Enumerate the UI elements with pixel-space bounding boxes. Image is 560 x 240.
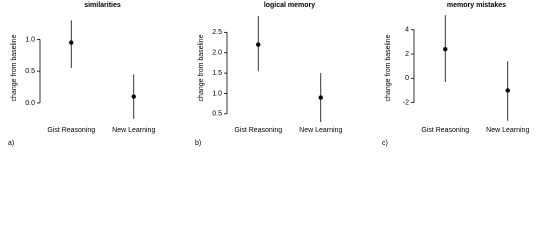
y-tick-label: 0.0 bbox=[25, 100, 35, 107]
y-axis-label: change from baseline bbox=[198, 34, 205, 101]
y-tick-label: 1.0 bbox=[25, 36, 35, 43]
x-tick-label: New Learning bbox=[486, 127, 529, 134]
y-tick-label: 0 bbox=[405, 75, 409, 82]
chart-title: logical memory bbox=[264, 2, 315, 9]
point bbox=[69, 40, 74, 45]
panel-label: c) bbox=[382, 140, 388, 147]
y-tick-label: 4 bbox=[405, 27, 409, 34]
y-axis-label: change from baseline bbox=[11, 34, 18, 101]
x-tick-label: New Learning bbox=[299, 127, 342, 134]
chart: similarities change from baseline a) 0.0 0.5… bbox=[8, 2, 529, 147]
y-tick-label: -2 bbox=[403, 99, 409, 106]
y-tick-label: 0.5 bbox=[212, 111, 222, 118]
point bbox=[256, 42, 261, 47]
x-tick-label: Gist Reasoning bbox=[421, 127, 469, 134]
point bbox=[131, 94, 136, 99]
panel-label: a) bbox=[8, 140, 14, 147]
y-axis-label: change from baseline bbox=[385, 34, 392, 101]
y-tick-label: 0.5 bbox=[25, 68, 35, 75]
chart-title: memory mistakes bbox=[447, 2, 506, 9]
y-tick-label: 1.0 bbox=[212, 90, 222, 97]
point bbox=[505, 88, 510, 93]
panel-label: b) bbox=[195, 140, 201, 147]
y-tick-label: 2.5 bbox=[212, 29, 222, 36]
y-tick-label: 2.0 bbox=[212, 50, 222, 57]
point bbox=[318, 95, 323, 100]
x-tick-label: Gist Reasoning bbox=[47, 127, 95, 134]
chart-title: similarities bbox=[84, 2, 121, 9]
y-tick-label: 1.5 bbox=[212, 70, 222, 77]
y-tick-label: 2 bbox=[405, 51, 409, 58]
x-tick-label: Gist Reasoning bbox=[234, 127, 282, 134]
x-tick-label: New Learning bbox=[112, 127, 155, 134]
point bbox=[443, 46, 448, 52]
